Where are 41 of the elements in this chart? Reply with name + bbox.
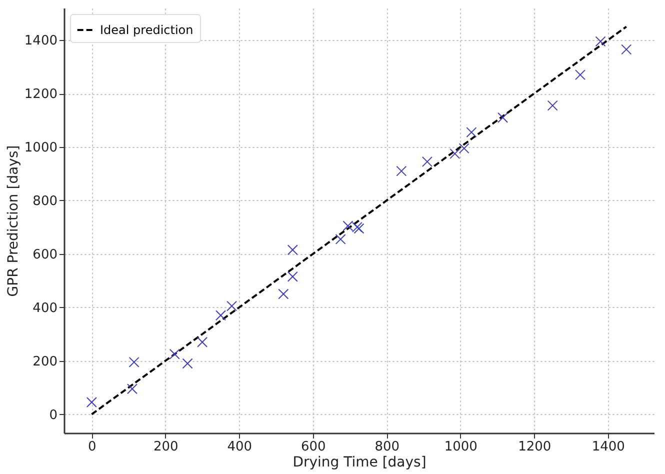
point — [128, 356, 140, 368]
point — [422, 156, 432, 167]
x-tick-label: 800 — [374, 440, 400, 454]
legend-label: Ideal prediction — [100, 23, 194, 37]
y-tick-label: 1000 — [24, 140, 58, 156]
point — [182, 358, 193, 369]
x-tick-label: 400 — [227, 440, 252, 454]
point — [197, 336, 208, 348]
x-tick-label: 1200 — [518, 440, 552, 454]
point — [458, 143, 470, 154]
y-tick-label: 0 — [49, 408, 58, 423]
x-tick-label: 600 — [300, 440, 326, 454]
point — [396, 166, 407, 176]
point — [335, 234, 346, 244]
point — [575, 70, 586, 80]
point — [215, 310, 226, 321]
point — [450, 148, 460, 159]
y-tick-label: 400 — [32, 300, 58, 316]
y-tick-label: 200 — [32, 354, 58, 370]
point — [126, 384, 138, 394]
point — [169, 348, 180, 360]
x-tick-label: 200 — [153, 440, 178, 454]
y-tick-label: 800 — [32, 194, 58, 209]
point — [287, 271, 298, 282]
point — [547, 100, 558, 111]
point — [278, 288, 289, 300]
point — [595, 36, 606, 47]
y-tick-label: 1200 — [24, 87, 58, 102]
point — [498, 112, 508, 123]
y-axis-title: GPR Prediction [days] — [5, 145, 22, 297]
point — [287, 244, 298, 256]
x-axis-title: Drying Time [days] — [292, 454, 426, 470]
point — [86, 397, 97, 408]
point — [621, 44, 632, 55]
y-tick-label: 1400 — [24, 34, 58, 49]
point — [466, 127, 477, 138]
y-tick-label: 600 — [32, 247, 58, 262]
x-tick-label: 1000 — [444, 440, 478, 454]
point — [226, 300, 238, 312]
x-tick-label: 1400 — [592, 440, 625, 454]
x-tick-label: 0 — [88, 440, 96, 454]
